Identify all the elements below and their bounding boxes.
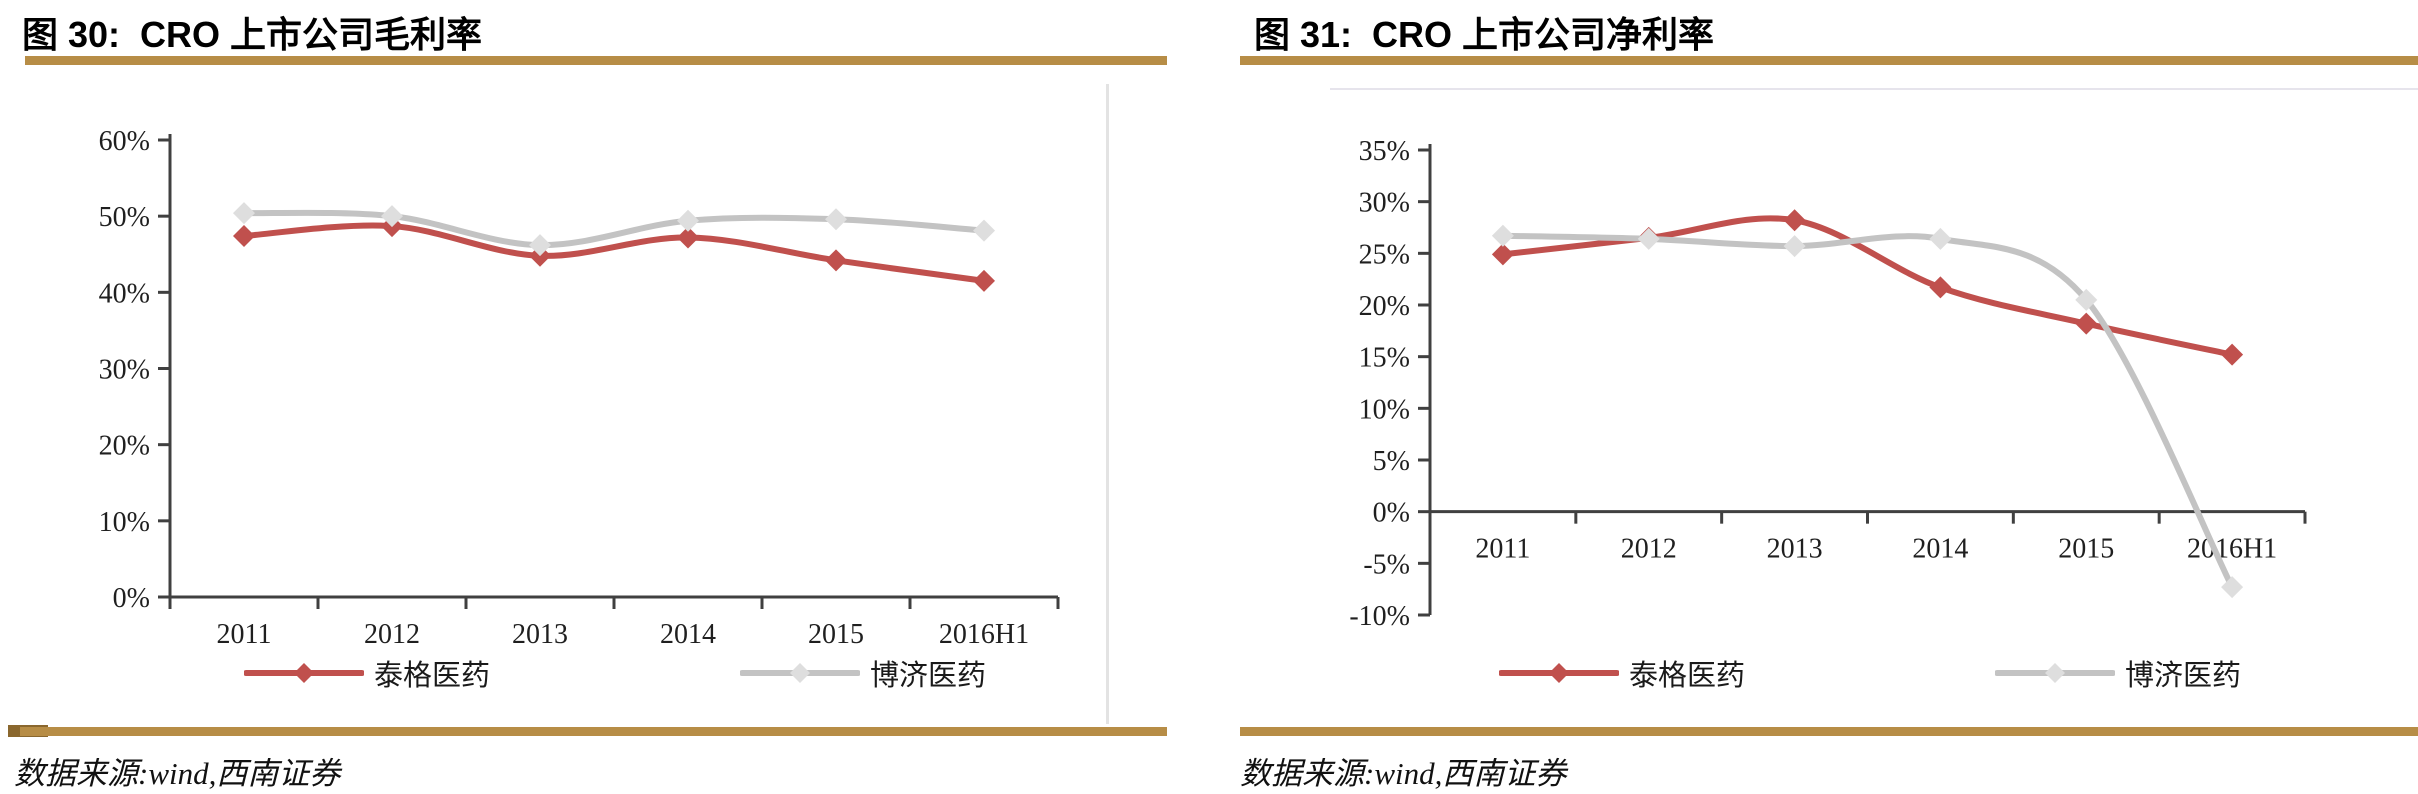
x-tick-label: 2013 xyxy=(512,619,568,650)
data-point-marker xyxy=(973,219,995,242)
legend-item: 博济医药 xyxy=(1995,652,2241,694)
data-source-left: 数据来源:wind,西南证券 xyxy=(14,756,341,791)
data-point-marker xyxy=(1929,276,1952,299)
x-tick-label: 2011 xyxy=(217,619,272,650)
legend-swatch-icon xyxy=(740,663,860,683)
data-point-marker xyxy=(1783,209,1806,232)
x-tick-label: 2015 xyxy=(2058,534,2114,565)
y-tick-label: 10% xyxy=(99,507,150,538)
data-point-marker xyxy=(2075,288,2098,311)
data-source-right: 数据来源:wind,西南证券 xyxy=(1240,756,1567,791)
data-point-marker xyxy=(233,224,255,247)
data-point-marker xyxy=(233,202,255,225)
y-tick-label: -5% xyxy=(1363,549,1410,580)
data-point-marker xyxy=(2221,343,2244,366)
series-line xyxy=(241,222,987,284)
x-tick-label: 2011 xyxy=(1475,534,1530,565)
legend-label: 博济医药 xyxy=(870,660,987,692)
legend-swatch-icon xyxy=(243,663,364,683)
data-point-marker xyxy=(529,234,551,257)
y-tick-label: 0% xyxy=(113,583,150,614)
gross-margin-legend: 泰格医药 博济医药 xyxy=(170,652,1060,694)
x-tick-label: 2012 xyxy=(364,619,420,650)
legend-swatch-icon xyxy=(1498,663,1619,683)
y-tick-label: 30% xyxy=(99,355,150,386)
data-point-marker xyxy=(1929,227,1952,250)
panel-divider-line xyxy=(1106,84,1109,724)
data-point-marker xyxy=(825,208,847,231)
data-point-marker xyxy=(1783,235,1806,258)
data-point-marker xyxy=(825,249,847,272)
figure-31-title: 图 31: CRO 上市公司净利率 xyxy=(1254,14,1715,55)
y-tick-label: 25% xyxy=(1359,239,1410,270)
y-tick-label: 20% xyxy=(99,431,150,462)
data-point-marker xyxy=(973,269,995,292)
y-tick-label: 20% xyxy=(1359,291,1410,322)
y-tick-label: 5% xyxy=(1373,446,1410,477)
y-tick-label: 10% xyxy=(1359,394,1410,425)
data-point-marker xyxy=(1491,224,1514,247)
data-point-marker xyxy=(1637,227,1660,250)
y-tick-label: 60% xyxy=(99,126,150,157)
y-tick-label: -10% xyxy=(1349,601,1410,632)
legend-label: 泰格医药 xyxy=(1628,660,1745,692)
gross-margin-chart: 0% 10% 20% 30% 40% 50% 60% 2011 2012 2013 2014 2015… xyxy=(99,126,1060,650)
data-point-marker xyxy=(677,226,699,249)
legend-label: 博济医药 xyxy=(2125,660,2242,692)
legend-label: 泰格医药 xyxy=(373,660,490,692)
legend-swatch-icon xyxy=(1995,663,2115,683)
x-tick-label: 2014 xyxy=(660,619,716,650)
legend-item: 泰格医药 xyxy=(1498,652,1745,694)
net-margin-chart: -10% -5% 0% 5% 10% 15% 20% 25% 30% 35% 2011 2012 201… xyxy=(1349,136,2307,632)
x-tick-label: 2015 xyxy=(808,619,864,650)
series-line xyxy=(1499,232,2236,591)
y-tick-label: 35% xyxy=(1359,136,1410,167)
x-tick-label: 2012 xyxy=(1621,534,1677,565)
x-tick-label: 2016H1 xyxy=(2187,534,2277,565)
x-tick-label: 2013 xyxy=(1767,534,1823,565)
y-tick-label: 0% xyxy=(1373,498,1410,529)
data-point-marker xyxy=(1491,243,1514,266)
y-tick-label: 30% xyxy=(1359,188,1410,219)
legend-item: 泰格医药 xyxy=(243,652,490,694)
bottom-rule-left xyxy=(20,727,1167,736)
data-point-marker xyxy=(2075,312,2098,335)
bottom-rule-right xyxy=(1240,727,2418,736)
x-tick-label: 2014 xyxy=(1912,534,1968,565)
data-point-marker xyxy=(381,205,403,228)
title-rule-left xyxy=(25,56,1167,65)
data-point-marker xyxy=(2221,576,2244,599)
x-tick-label: 2016H1 xyxy=(939,619,1029,650)
figure-30-title: 图 30: CRO 上市公司毛利率 xyxy=(22,14,483,55)
legend-item: 博济医药 xyxy=(740,652,986,694)
cell-border-line xyxy=(1330,88,2418,90)
net-margin-legend: 泰格医药 博济医药 xyxy=(1430,652,2310,694)
data-point-marker xyxy=(677,209,699,232)
y-tick-label: 15% xyxy=(1359,343,1410,374)
y-tick-label: 40% xyxy=(99,278,150,309)
series-line xyxy=(241,209,987,249)
title-rule-right xyxy=(1240,56,2418,65)
y-tick-label: 50% xyxy=(99,202,150,233)
